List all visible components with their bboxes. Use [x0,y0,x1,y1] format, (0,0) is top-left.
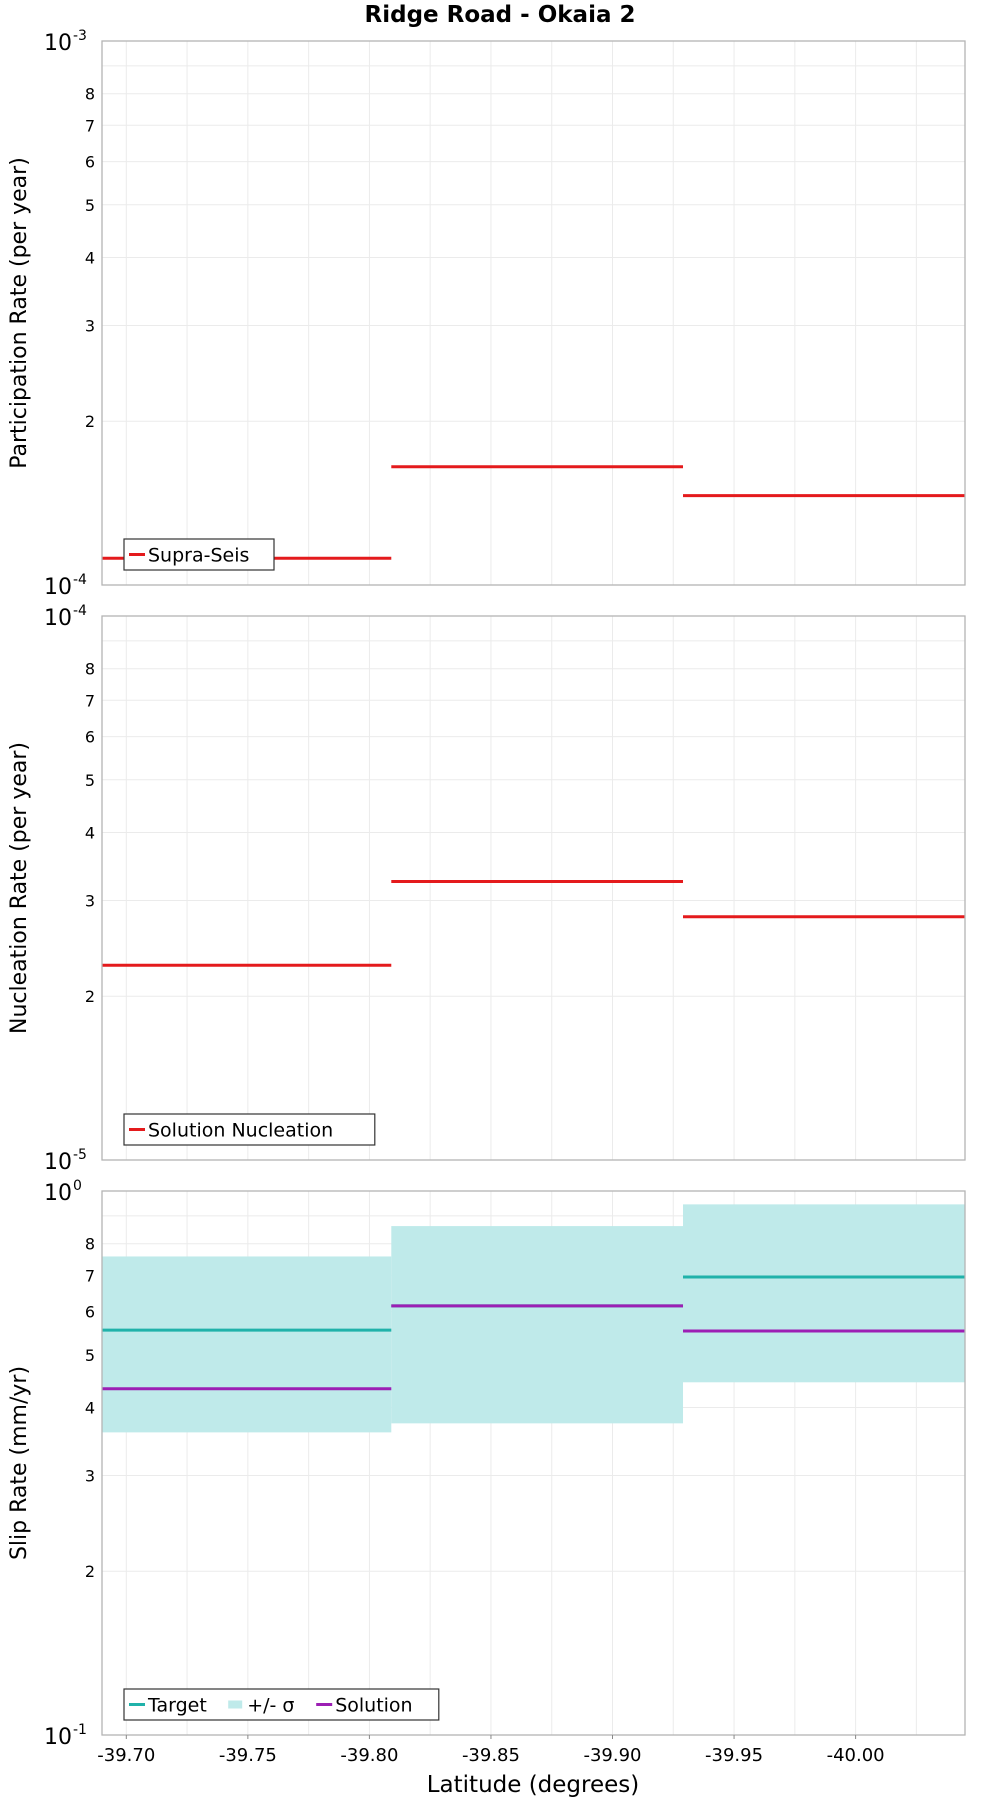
y-decade-label: 10 [44,1181,72,1206]
y-tick-label: 2 [85,412,95,431]
x-tick-label: -39.75 [219,1745,277,1766]
y-tick-label: 5 [85,771,95,790]
y-decade-exponent: -4 [73,603,87,619]
plot-area [102,41,965,585]
x-axis-label: Latitude (degrees) [427,1772,640,1798]
legend-label: Solution Nucleation [148,1120,333,1142]
x-tick-label: -39.80 [340,1745,398,1766]
y-decade-label: 10 [44,606,72,631]
y-tick-label: 7 [85,691,95,710]
y-tick-label: 6 [85,728,95,747]
x-tick-label: -39.90 [583,1745,641,1766]
y-tick-label: 2 [85,1562,95,1581]
y-axis-label: Slip Rate (mm/yr) [7,1366,32,1560]
chart-title: Ridge Road - Okaia 2 [365,2,636,28]
y-tick-label: 8 [85,660,95,679]
y-tick-label: 3 [85,891,95,910]
legend-box [123,1688,440,1721]
sigma-band-segment [102,1256,392,1433]
y-tick-label: 5 [85,196,95,215]
y-decade-exponent: -1 [73,1722,87,1738]
y-tick-label: 8 [85,1235,95,1254]
sigma-band-segment [391,1226,684,1424]
plot-area [102,616,965,1160]
y-decade-label: 10 [44,31,72,56]
legend-label: Supra-Seis [148,545,249,567]
y-axis-label: Participation Rate (per year) [7,157,32,469]
y-tick-label: 4 [85,823,95,842]
y-tick-label: 6 [85,1303,95,1322]
y-decade-label: 10 [44,1150,72,1175]
y-tick-label: 4 [85,248,95,267]
legend-box [123,538,275,571]
y-decade-exponent: -3 [73,28,87,44]
y-tick-label: 3 [85,316,95,335]
y-decade-label: 10 [44,575,72,600]
plot-frame [101,615,966,1161]
y-decade-label: 10 [44,1725,72,1750]
legend-label: Target [147,1695,207,1717]
y-axis-label: Nucleation Rate (per year) [7,742,32,1034]
y-decade-exponent: 0 [73,1178,82,1194]
y-tick-label: 7 [85,116,95,135]
y-tick-label: 7 [85,1266,95,1285]
y-decade-exponent: -5 [73,1147,87,1163]
legend-label: Solution [335,1695,412,1717]
y-tick-label: 6 [85,153,95,172]
legend-box [123,1113,376,1146]
y-decade-exponent: -4 [73,572,87,588]
y-tick-label: 4 [85,1398,95,1417]
y-tick-label: 8 [85,85,95,104]
plot-frame [101,1190,966,1736]
plot-frame [101,40,966,586]
y-tick-label: 5 [85,1346,95,1365]
y-tick-label: 2 [85,987,95,1006]
x-tick-label: -39.70 [97,1745,155,1766]
x-tick-label: -39.85 [462,1745,520,1766]
legend: Supra-Seis [123,538,275,571]
legend-swatch [228,1700,243,1709]
x-axis: -39.70 -39.75 -39.80 -39.85 -39.90 -39.95 -40.… [97,1735,885,1766]
sigma-band-segment [683,1204,965,1383]
legend: Solution Nucleation [123,1113,376,1146]
y-tick-label: 3 [85,1466,95,1485]
x-tick-label: -40.00 [827,1745,885,1766]
legend: Target +/- σ Solution [123,1688,440,1721]
x-tick-label: -39.95 [705,1745,763,1766]
legend-label: +/- σ [247,1695,294,1717]
